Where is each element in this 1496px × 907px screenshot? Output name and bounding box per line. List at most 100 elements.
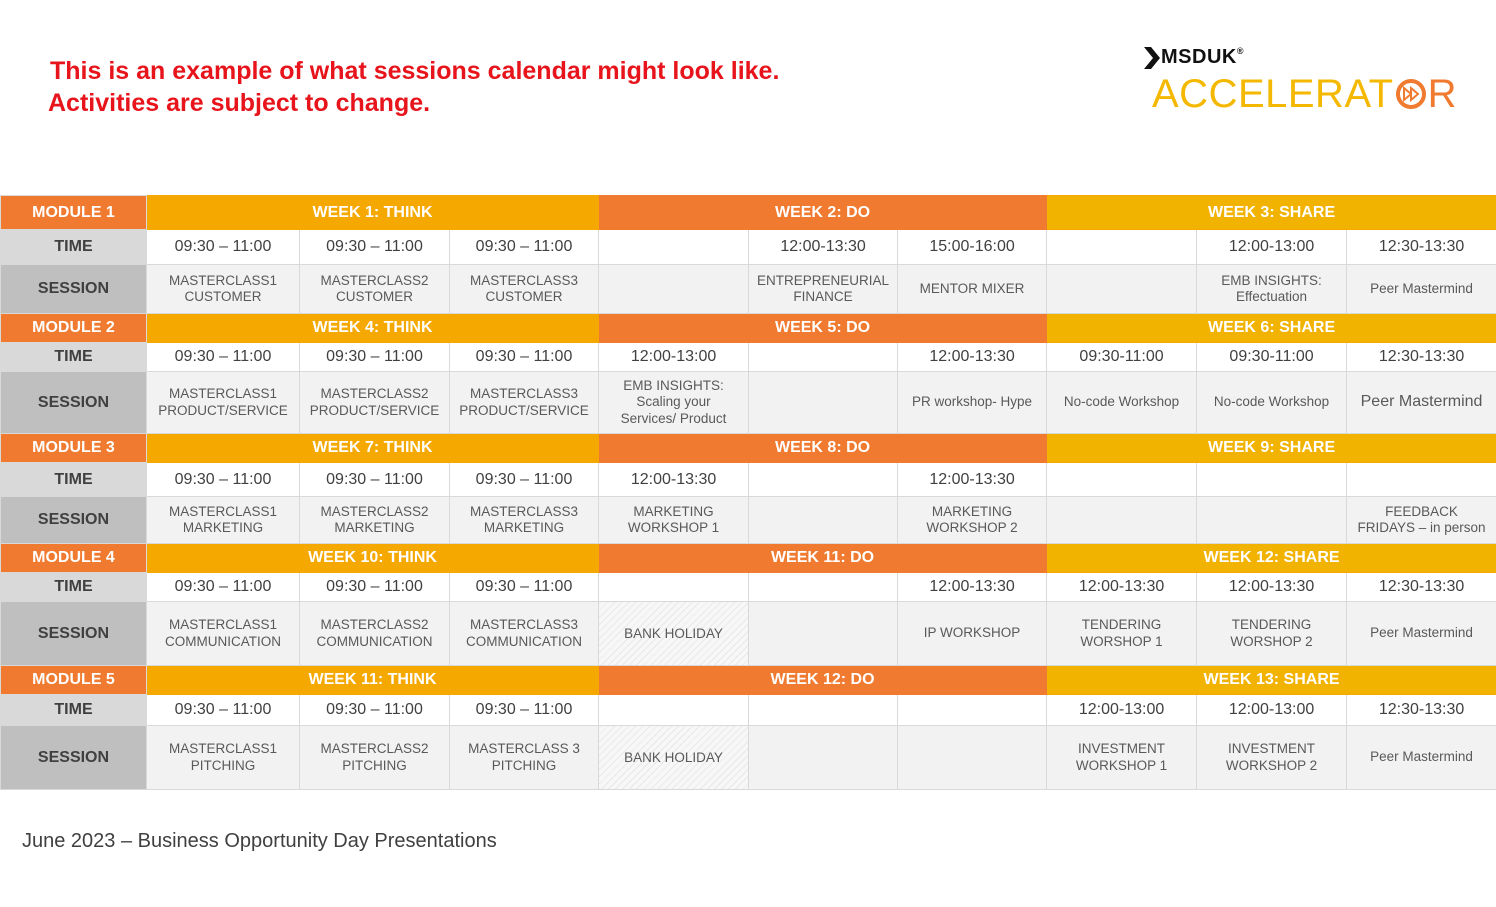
session-cell: MASTERCLASS 3 PITCHING — [448, 725, 600, 790]
session-text-line: No-code Workshop — [1063, 394, 1180, 410]
session-text-line: Peer Mastermind — [1370, 280, 1473, 296]
session-cell: MARKETING WORKSHOP 2 — [897, 496, 1048, 544]
session-text-line: WORKSHOP 2 — [1225, 757, 1318, 773]
time-cell — [598, 694, 750, 726]
time-cell: 09:30 – 11:00 — [299, 229, 450, 265]
time-cell: 09:30-11:00 — [1196, 342, 1348, 372]
footer-note: June 2023 – Business Opportunity Day Pre… — [22, 830, 497, 852]
session-row: SESSION MASTERCLASS1 PRODUCT/SERVICE MASTER… — [0, 371, 1496, 434]
disclaimer-line-1: This is an example of what sessions cale… — [50, 57, 780, 85]
session-text-line: No-code Workshop — [1213, 394, 1330, 410]
session-text-line: MASTERCLASS1 — [168, 741, 278, 756]
time-label: TIME — [0, 572, 147, 602]
session-cell: PR workshop- Hype — [897, 371, 1048, 434]
session-cell — [748, 496, 899, 544]
session-text-line: MASTERCLASS1 — [168, 386, 278, 401]
week-header: WEEK 4: THINK — [145, 313, 600, 343]
session-text-line: PITCHING — [491, 757, 557, 773]
session-text-line: PRODUCT/SERVICE — [309, 402, 440, 418]
session-cell — [1046, 496, 1198, 544]
time-cell: 12:30-13:30 — [1346, 572, 1496, 602]
session-text-line: COMMUNICATION — [165, 633, 281, 649]
session-text-line: MASTERCLASS 3 — [468, 741, 580, 756]
session-text-line: COMMUNICATION — [316, 633, 433, 649]
session-text-line: MASTERCLASS2 — [320, 741, 429, 756]
time-cell: 09:30 – 11:00 — [299, 462, 450, 497]
session-text-line: BANK HOLIDAY — [624, 626, 723, 641]
session-text-line: PRODUCT/SERVICE — [158, 402, 288, 418]
session-text-line: MARKETING — [633, 503, 714, 519]
session-text-line: MASTERCLASS1 — [168, 272, 278, 288]
session-cell: MASTERCLASS1 PRODUCT/SERVICE — [146, 371, 300, 434]
session-text-line: TENDERING — [1081, 617, 1162, 632]
week-header: WEEK 10: THINK — [145, 543, 600, 573]
session-text-line: MASTERCLASS2 — [320, 272, 429, 288]
time-cell: 12:30-13:30 — [1346, 694, 1496, 726]
week-header: WEEK 12: DO — [598, 665, 1048, 695]
week-header: WEEK 11: THINK — [145, 665, 600, 695]
time-cell: 09:30 – 11:00 — [299, 342, 450, 372]
session-cell — [1196, 496, 1348, 544]
time-row: TIME 09:30 – 11:00 09:30 – 11:00 09:30 – 11… — [0, 462, 1496, 497]
session-cell: ENTREPRENEURIAL FINANCE — [748, 264, 899, 314]
session-text-line: FEEDBACK — [1385, 503, 1458, 519]
session-text-line: INVESTMENT — [1228, 741, 1316, 756]
session-text-line: CUSTOMER — [335, 289, 413, 304]
msduk-accelerator-logo: MSDUK® ACCELERAT R — [1144, 44, 1464, 124]
session-text-line: COMMUNICATION — [466, 633, 583, 649]
module-header-row: MODULE 1 WEEK 1: THINK WEEK 2: DO WEEK 3: S… — [0, 195, 1496, 230]
session-cell: MASTERCLASS1 COMMUNICATION — [146, 601, 300, 666]
time-cell: 12:00-13:30 — [897, 342, 1048, 372]
time-cell: 15:00-16:00 — [897, 229, 1048, 265]
time-cell: 09:30 – 11:00 — [448, 229, 600, 265]
session-text-line: PR workshop- Hype — [912, 394, 1033, 410]
session-text-line: MASTERCLASS1 — [168, 503, 278, 519]
time-cell: 09:30 – 11:00 — [146, 462, 300, 497]
time-label: TIME — [0, 462, 147, 497]
time-cell: 09:30 – 11:00 — [146, 342, 300, 372]
session-text-line: TENDERING — [1231, 617, 1312, 632]
session-text-line: MASTERCLASS3 — [469, 272, 579, 288]
time-cell: 09:30 – 11:00 — [146, 572, 300, 602]
session-text-line: Peer Mastermind — [1370, 625, 1473, 641]
module-header-row: MODULE 2 WEEK 4: THINK WEEK 5: DO WEEK 6: S… — [0, 313, 1496, 343]
time-cell — [598, 572, 750, 602]
session-text-line: EMB INSIGHTS: — [623, 377, 724, 393]
week-header: WEEK 2: DO — [598, 195, 1048, 230]
session-cell: MASTERCLASS3 PRODUCT/SERVICE — [448, 371, 600, 434]
module-title: MODULE 5 — [0, 665, 147, 695]
session-text-line: MASTERCLASS2 — [320, 386, 429, 401]
accelerator-wordmark: ACCELERAT R — [1152, 70, 1457, 118]
week-header: WEEK 6: SHARE — [1046, 313, 1496, 343]
time-cell — [598, 229, 750, 265]
session-row: SESSION MASTERCLASS1 CUSTOMER MASTERCLASS2 C… — [0, 264, 1496, 314]
week-header: WEEK 1: THINK — [145, 195, 600, 230]
session-label: SESSION — [0, 496, 147, 544]
week-header: WEEK 9: SHARE — [1046, 433, 1496, 463]
session-label: SESSION — [0, 725, 147, 790]
session-text-line: MASTERCLASS2 — [320, 617, 429, 632]
week-header: WEEK 13: SHARE — [1046, 665, 1496, 695]
accelerator-suffix: R — [1427, 72, 1457, 116]
msduk-wordmark: MSDUK® — [1144, 46, 1244, 69]
time-cell — [748, 572, 899, 602]
disclaimer-notice: This is an example of what sessions cale… — [48, 55, 779, 119]
week-header: WEEK 11: DO — [598, 543, 1048, 573]
session-label: SESSION — [0, 264, 147, 314]
fast-forward-ring-icon — [1395, 79, 1426, 109]
time-row: TIME 09:30 – 11:00 09:30 – 11:00 09:30 – 11… — [0, 694, 1496, 726]
session-text-line: MASTERCLASS1 — [168, 617, 278, 632]
session-label: SESSION — [0, 601, 147, 666]
session-cell — [598, 264, 750, 314]
session-text-line: Effectuation — [1236, 289, 1308, 304]
time-row: TIME 09:30 – 11:00 09:30 – 11:00 09:30 – 11… — [0, 572, 1496, 602]
session-text-line: MASTERCLASS2 — [320, 503, 429, 519]
session-cell: MASTERCLASS1 CUSTOMER — [146, 264, 300, 314]
session-text-line: Scaling your — [636, 394, 711, 410]
time-label: TIME — [0, 229, 147, 265]
time-cell: 12:00-13:30 — [1196, 572, 1348, 602]
time-cell: 09:30 – 11:00 — [448, 462, 600, 497]
time-cell: 12:00-13:30 — [748, 229, 899, 265]
time-cell: 09:30-11:00 — [1046, 342, 1198, 372]
session-text-line: MASTERCLASS3 — [469, 617, 579, 632]
